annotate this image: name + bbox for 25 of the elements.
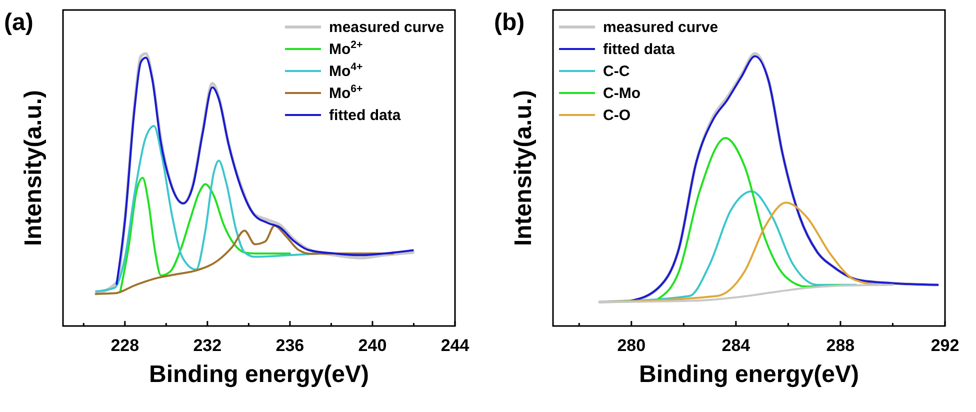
legend-label: Mo$^{6+}$ <box>329 83 363 102</box>
legend-label: fitted data <box>603 41 676 58</box>
legend-label: measured curve <box>603 19 718 36</box>
x-tick-label: 244 <box>440 336 470 355</box>
x-tick-label: 284 <box>722 336 751 355</box>
y-axis-title: Intensity(a.u.) <box>20 90 47 246</box>
chart-title: (a) <box>4 9 34 36</box>
x-tick-label: 236 <box>276 336 304 355</box>
y-axis-title: Intensity(a.u.) <box>510 90 537 246</box>
legend-label: C-C <box>603 63 630 80</box>
legend-label: fitted data <box>329 107 402 124</box>
chart-title: (b) <box>494 9 525 36</box>
x-tick-label: 228 <box>110 336 140 355</box>
legend-label: Mo$^{2+}$ <box>329 39 363 58</box>
legend-label: C-Mo <box>603 85 640 102</box>
x-tick-label: 288 <box>826 336 855 355</box>
legend-label: C-O <box>603 107 631 124</box>
legend-label: Mo$^{4+}$ <box>329 61 363 80</box>
legend-label: measured curve <box>329 19 444 36</box>
x-axis-title: Binding energy(eV) <box>148 361 370 388</box>
x-tick-label: 232 <box>193 336 222 355</box>
x-axis-title: Binding energy(eV) <box>638 361 860 388</box>
x-tick-label: 240 <box>358 336 387 355</box>
x-tick-label: 292 <box>930 336 960 355</box>
x-tick-label: 280 <box>617 336 646 355</box>
